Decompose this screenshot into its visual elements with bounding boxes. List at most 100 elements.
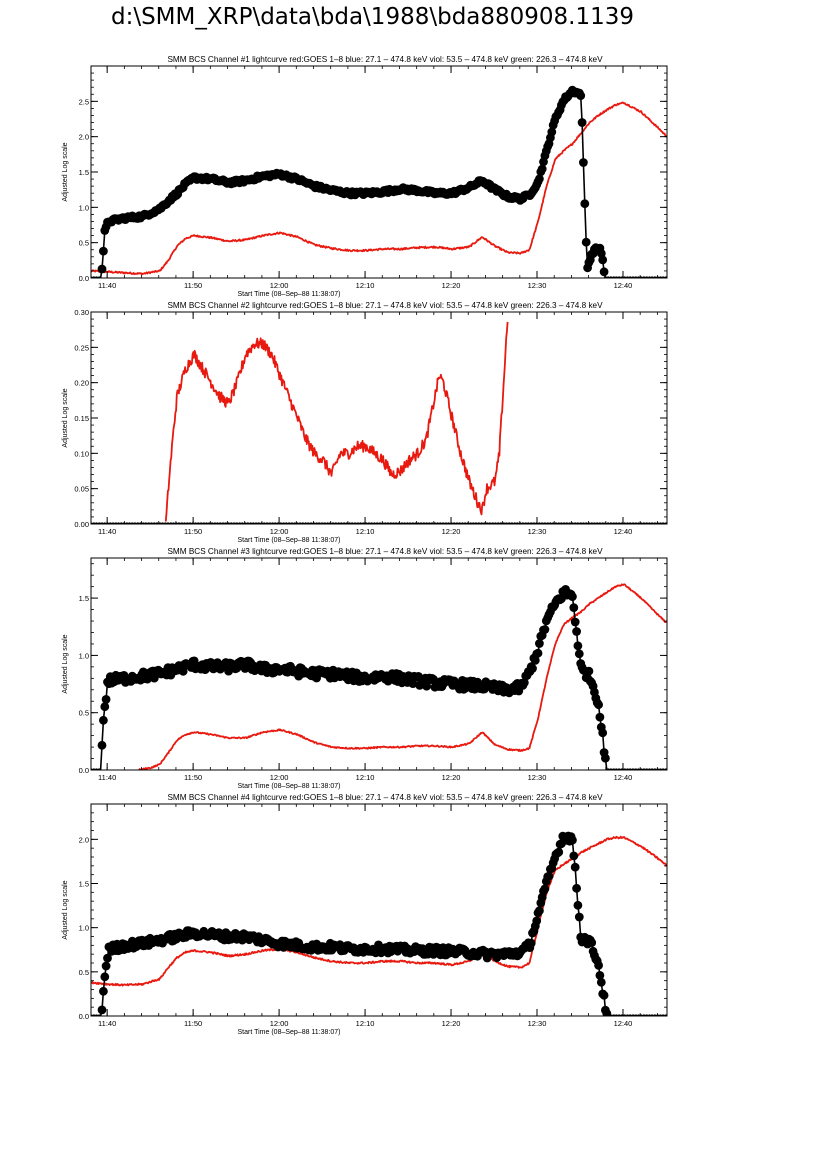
x-tick-label: 12:30 [528, 281, 547, 290]
channel-data-point [572, 883, 581, 893]
channel-data-point [598, 728, 608, 738]
channel-data-point [568, 835, 577, 845]
channel-data-point [532, 916, 542, 926]
x-tick-label: 11:50 [184, 527, 202, 536]
series-group [91, 85, 667, 278]
channel-data-point [519, 678, 529, 687]
x-tick-label: 12:10 [356, 1019, 375, 1028]
channel-data-point [568, 592, 577, 601]
plot-frame [90, 557, 668, 771]
channel-data-point [547, 127, 557, 137]
x-tick-label: 12:40 [614, 527, 633, 536]
channel-data-point [573, 900, 583, 910]
y-tick-label: 0.0 [79, 766, 89, 775]
y-tick-label: 0.15 [74, 414, 89, 423]
channel-data-point [149, 673, 159, 683]
y-tick-label: 1.0 [79, 651, 89, 660]
x-axis-label: Start Time (08–Sep–88 11:38:07) [238, 291, 341, 298]
goes-curve [91, 835, 667, 987]
y-tick-label: 1.0 [79, 203, 89, 212]
goes-curve [138, 583, 667, 770]
channel-data-point [596, 977, 606, 987]
y-tick-label: 0.5 [79, 239, 89, 248]
channel-data-point [101, 961, 111, 971]
channel-data-point [100, 972, 110, 982]
y-tick-label: 0.0 [79, 274, 89, 283]
channel-data-point [544, 871, 554, 881]
channel-data-point [581, 237, 591, 247]
channel-data-point [576, 91, 586, 100]
channel-data-point [554, 847, 564, 857]
x-tick-label: 12:00 [270, 281, 289, 290]
channel-data-point [535, 906, 544, 916]
channel-data-point [535, 174, 544, 184]
channel-data-point [97, 740, 107, 750]
y-tick-label: 1.5 [79, 594, 89, 603]
x-axis-label: Start Time (08–Sep–88 11:38:07) [238, 1029, 341, 1036]
y-tick-label: 2.0 [79, 133, 89, 142]
channel-data-point [101, 695, 111, 704]
channel-data-point [580, 199, 590, 209]
channel-data-point [573, 641, 583, 651]
chart-panel-3: 0.0 0.5 1.0 1.5 11:40 11:50 12:00 12:10 12:20 12:… [62, 547, 668, 790]
channel-data-point [535, 639, 544, 648]
x-tick-label: 12:00 [270, 773, 289, 782]
channel-data-point [587, 938, 597, 947]
y-tick-label: 0.20 [74, 379, 89, 388]
chart-panel-1: 0.0 0.5 1.0 1.5 2.0 2.5 11:40 11:50 12:00 12:10 12… [62, 55, 668, 298]
y-tick-label: 0.5 [79, 968, 89, 977]
y-tick-label: 0.0 [79, 1012, 89, 1021]
x-tick-label: 11:50 [184, 1019, 202, 1028]
channel-data-point [533, 648, 543, 658]
goes-curve [164, 321, 509, 522]
x-tick-label: 12:00 [270, 527, 289, 536]
series-group [91, 583, 667, 770]
y-tick-label: 2.0 [79, 835, 89, 844]
y-tick-label: 1.5 [79, 880, 89, 889]
x-tick-label: 11:50 [184, 773, 202, 782]
channel-data-point [99, 715, 108, 725]
series-group [91, 321, 667, 524]
x-tick-label: 12:40 [614, 281, 633, 290]
channel-data-point [598, 255, 608, 265]
channel-data-point [374, 940, 383, 950]
chart-panel-2: 0.00 0.05 0.10 0.15 0.20 0.25 0.30 11:40 11:50 12… [62, 301, 668, 544]
channel-data-point [540, 625, 550, 634]
x-axis-label: Start Time (08–Sep–88 11:38:07) [238, 783, 341, 790]
channel-data-point [584, 666, 594, 676]
channel-data-point [595, 971, 605, 980]
x-tick-label: 12:30 [528, 1019, 547, 1028]
y-tick-label: 0.25 [74, 343, 89, 352]
x-tick-label: 12:10 [356, 527, 375, 536]
y-axis-label: Adjusted Log scale [62, 388, 69, 447]
channel-curve [91, 833, 666, 1016]
channel-data-point [97, 1005, 107, 1015]
channel-data-point [537, 164, 547, 174]
channel-data-point [570, 617, 580, 627]
channel-data-point [574, 649, 584, 659]
channel-data-point [540, 884, 550, 894]
channel-data-point [599, 990, 609, 1000]
y-axis-label: Adjusted Log scale [62, 880, 69, 939]
channel-data-point [594, 700, 603, 710]
y-tick-label: 1.5 [79, 168, 89, 177]
channel-data-point [599, 267, 609, 277]
x-tick-label: 12:30 [528, 527, 547, 536]
x-tick-label: 12:20 [442, 773, 461, 782]
x-tick-label: 12:40 [614, 773, 633, 782]
y-tick-label: 0.05 [74, 485, 89, 494]
x-tick-label: 12:10 [356, 281, 375, 290]
channel-data-point [579, 158, 588, 167]
chart-title: SMM BCS Channel #4 lightcurve red:GOES 1… [167, 793, 603, 802]
chart-title: SMM BCS Channel #3 lightcurve red:GOES 1… [167, 547, 603, 556]
channel-data-point [570, 862, 580, 872]
channel-data-point [569, 851, 579, 861]
y-tick-label: 2.5 [79, 97, 89, 106]
channel-data-point [103, 953, 112, 963]
y-tick-label: 1.0 [79, 924, 89, 933]
x-tick-label: 11:40 [98, 527, 116, 536]
y-tick-label: 0.10 [74, 449, 89, 458]
channel-data-point [595, 712, 605, 722]
channel-data-point [178, 666, 188, 676]
